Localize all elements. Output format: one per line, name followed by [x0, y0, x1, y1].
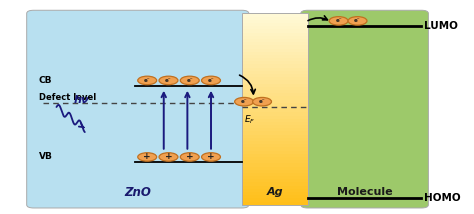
Bar [242, 163, 308, 166]
Bar [242, 179, 308, 183]
Text: e⁻: e⁻ [208, 78, 214, 83]
Bar [242, 116, 308, 119]
Circle shape [235, 97, 254, 106]
Circle shape [159, 153, 178, 161]
Bar [242, 160, 308, 163]
Circle shape [180, 76, 199, 85]
Bar [242, 87, 308, 90]
Bar [242, 125, 308, 128]
Text: e⁻: e⁻ [144, 78, 151, 83]
Bar [242, 189, 308, 192]
Bar [242, 80, 308, 84]
Bar [242, 33, 308, 36]
Text: ZnO: ZnO [124, 186, 151, 199]
Bar [242, 154, 308, 157]
Text: LUMO: LUMO [424, 21, 457, 31]
Bar [242, 55, 308, 58]
Text: HOMO: HOMO [424, 193, 460, 204]
Bar [242, 109, 308, 112]
Bar [242, 26, 308, 29]
Circle shape [348, 17, 367, 25]
Bar [242, 68, 308, 71]
Bar [242, 39, 308, 42]
Bar [242, 13, 308, 205]
Text: $E_F$: $E_F$ [244, 113, 255, 126]
Circle shape [253, 97, 272, 106]
Text: +: + [207, 152, 215, 162]
Bar [242, 64, 308, 68]
Text: Defect level: Defect level [38, 93, 96, 102]
Bar [242, 13, 308, 17]
Bar [242, 49, 308, 52]
Bar [242, 166, 308, 170]
Bar [242, 135, 308, 138]
Text: Ag: Ag [266, 187, 283, 197]
Bar [242, 106, 308, 109]
Bar [242, 173, 308, 176]
Text: +: + [186, 152, 193, 162]
Text: e⁻: e⁻ [335, 18, 342, 23]
Bar [242, 128, 308, 131]
Circle shape [159, 76, 178, 85]
Bar [242, 42, 308, 45]
Circle shape [138, 153, 156, 161]
Bar [242, 17, 308, 20]
Bar [242, 147, 308, 151]
Bar [242, 151, 308, 154]
Bar [242, 45, 308, 49]
Circle shape [329, 17, 348, 25]
Bar [242, 36, 308, 39]
Bar [242, 29, 308, 33]
Bar [242, 93, 308, 96]
Circle shape [138, 76, 156, 85]
Bar [242, 186, 308, 189]
Bar [242, 192, 308, 195]
Bar [242, 103, 308, 106]
Bar [242, 20, 308, 23]
Text: e⁻: e⁻ [259, 99, 265, 104]
Bar [242, 195, 308, 198]
Bar [242, 183, 308, 186]
Bar [242, 144, 308, 147]
Text: e⁻: e⁻ [241, 99, 247, 104]
Bar [242, 198, 308, 202]
Bar [242, 90, 308, 93]
Bar [242, 61, 308, 64]
Bar [242, 96, 308, 100]
Text: VB: VB [38, 152, 53, 161]
Bar [242, 131, 308, 135]
Bar [242, 138, 308, 141]
Bar [242, 202, 308, 205]
Bar [242, 112, 308, 116]
Bar [242, 58, 308, 61]
Bar [242, 77, 308, 80]
Bar [242, 71, 308, 74]
Bar [242, 100, 308, 103]
Bar [242, 170, 308, 173]
Bar [242, 157, 308, 160]
Text: hν: hν [74, 95, 90, 105]
Bar [242, 52, 308, 55]
Text: e⁻: e⁻ [186, 78, 193, 83]
Text: CB: CB [38, 76, 52, 85]
Circle shape [180, 153, 199, 161]
Bar [242, 119, 308, 122]
Text: e⁻: e⁻ [165, 78, 172, 83]
Bar [242, 141, 308, 144]
Bar [242, 176, 308, 179]
Bar [242, 122, 308, 125]
FancyBboxPatch shape [27, 10, 249, 208]
Bar [242, 84, 308, 87]
Circle shape [201, 76, 220, 85]
Circle shape [201, 153, 220, 161]
Bar [242, 74, 308, 77]
Text: +: + [144, 152, 151, 162]
Text: +: + [164, 152, 172, 162]
FancyBboxPatch shape [301, 10, 428, 208]
Text: Molecule: Molecule [337, 187, 392, 197]
Bar [242, 23, 308, 26]
Text: e⁻: e⁻ [354, 18, 361, 23]
